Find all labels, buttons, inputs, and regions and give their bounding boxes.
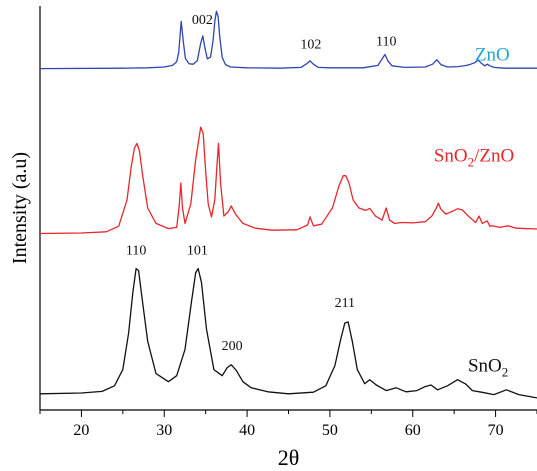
peak-label: 200 [222,339,243,354]
series-line-sno2 [39,267,537,399]
x-axis-title: 2θ [278,445,300,470]
x-tick-label: 70 [488,422,504,439]
series-lines [39,10,537,399]
peak-label: 110 [376,35,396,50]
x-tick-label: 30 [156,422,172,439]
series-label: SnO2/ZnO [434,146,514,170]
peak-label: 102 [300,37,321,52]
axes: 20 30 40 50 60 70 [39,6,537,439]
x-axis-ticks: 20 30 40 50 60 70 [39,410,537,439]
series-label: SnO2 [468,356,508,380]
series-labels: ZnO SnO2/ZnO SnO2 [434,45,514,380]
y-axis-title: Intensity (a.u) [9,152,31,264]
peak-label: 110 [126,243,146,258]
peak-label: 002 [192,13,213,28]
peak-label: 211 [335,296,355,311]
series-line-sno2-zno [39,126,537,235]
x-tick-label: 60 [405,422,421,439]
x-tick-label: 50 [322,422,338,439]
peak-labels: 100002101102110110101200211 [126,13,397,354]
x-tick-label: 20 [73,422,89,439]
series-line-zno [39,10,537,70]
x-tick-label: 40 [239,422,255,439]
series-label: ZnO [475,45,510,66]
peak-label: 101 [187,243,208,258]
